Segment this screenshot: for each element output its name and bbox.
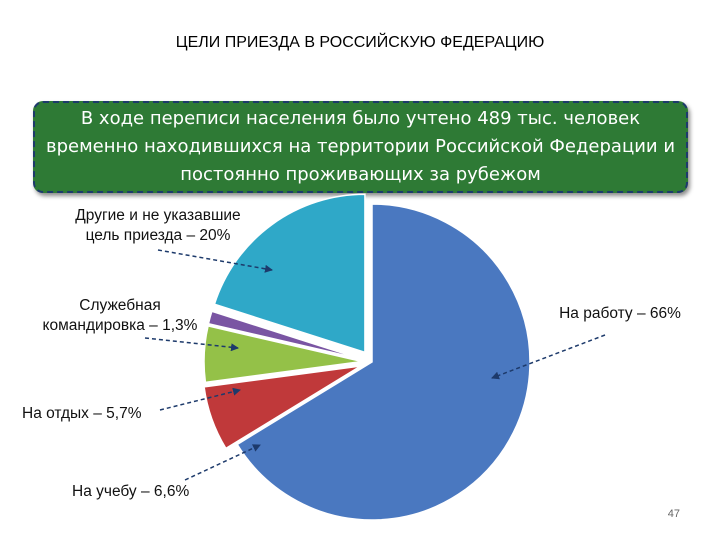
leader-study: [184, 444, 261, 481]
page-title: ЦЕЛИ ПРИЕЗДА В РОССИЙСКУЮ ФЕДЕРАЦИЮ: [175, 34, 545, 51]
label-other: Другие и не указавшие цель приезда – 20%: [38, 206, 278, 246]
leader-business: [144, 337, 239, 352]
slice-work: [236, 203, 531, 521]
label-other-line1: Другие и не указавшие: [75, 207, 241, 224]
label-rest: На отдых – 5,7%: [22, 405, 142, 422]
label-business-line1: Служебная: [79, 297, 161, 314]
leader-work: [491, 334, 606, 380]
label-business: Служебная командировка – 1,3%: [0, 296, 240, 336]
info-banner: В ходе переписи населения было учтено 48…: [33, 101, 688, 193]
label-other-line2: цель приезда – 20%: [85, 227, 231, 244]
slice-study: [203, 365, 362, 450]
label-work: На работу – 66%: [559, 305, 681, 322]
leader-lines: [144, 249, 606, 481]
pie-slices: [203, 193, 531, 521]
leader-other: [157, 249, 273, 273]
slice-rest: [203, 325, 363, 384]
page-number: 47: [667, 508, 680, 520]
label-study: На учебу – 6,6%: [72, 483, 190, 500]
slice-business: [207, 310, 363, 361]
label-business-line2: командировка – 1,3%: [42, 317, 198, 334]
slice-other: [213, 193, 366, 354]
banner-text: В ходе переписи населения было учтено 48…: [45, 108, 676, 185]
